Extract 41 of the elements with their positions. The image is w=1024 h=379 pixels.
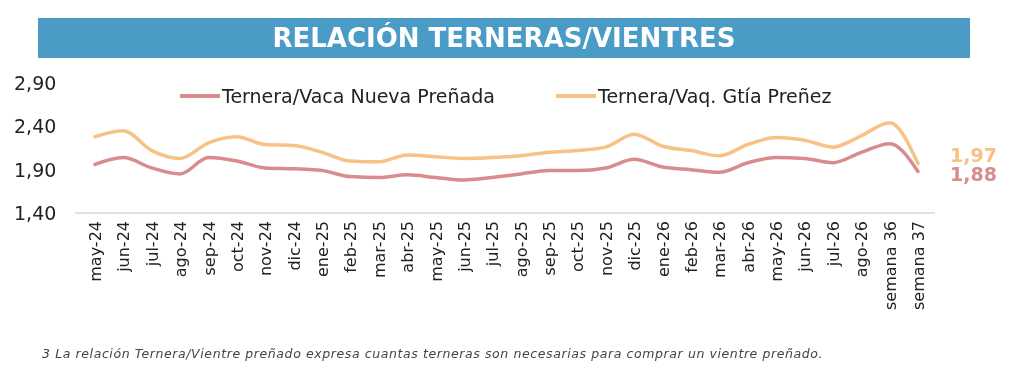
line-series — [93, 141, 920, 182]
x-tick-label: nov-24 — [256, 221, 276, 277]
y-tick-label: 1,40 — [14, 202, 57, 224]
x-tick-label: mar-26 — [710, 221, 730, 279]
x-tick-label: feb-25 — [341, 221, 361, 273]
x-tick-label: nov-25 — [596, 221, 616, 277]
x-tick-label: jun-26 — [795, 221, 815, 273]
x-tick-label: jul-26 — [823, 221, 843, 268]
x-tick-label: may-25 — [426, 221, 446, 282]
x-tick-label: abr-25 — [398, 221, 418, 273]
x-tick-label: oct-25 — [568, 221, 588, 272]
x-tick-label: semana 36 — [880, 221, 900, 310]
legend-label: Ternera/Vaq. Gtía Preñez — [597, 85, 832, 107]
x-tick-label: jul-24 — [142, 221, 162, 268]
y-tick-label: 1,90 — [14, 158, 57, 181]
x-tick-label: sep-25 — [540, 221, 560, 276]
legend-label: Ternera/Vaca Nueva Preñada — [221, 85, 495, 107]
x-tick-label: ago-26 — [852, 221, 872, 278]
x-tick-label: ene-25 — [313, 221, 333, 277]
x-tick-label: jul-25 — [483, 221, 503, 268]
x-tick-label: jun-24 — [114, 221, 134, 273]
x-tick-label: ago-25 — [511, 221, 531, 278]
x-tick-label: oct-24 — [227, 221, 247, 272]
y-tick-label: 2,40 — [14, 115, 57, 138]
x-tick-label: feb-26 — [681, 221, 701, 273]
data-label: 1,97 — [950, 143, 997, 166]
chart-title: RELACIÓN TERNERAS/VIENTRES — [272, 22, 736, 53]
y-tick-label: 2,90 — [14, 72, 57, 94]
x-tick-label: abr-26 — [738, 221, 758, 273]
x-tick-label: semana 37 — [909, 221, 928, 310]
x-tick-label: ene-26 — [653, 221, 673, 277]
x-tick-label: sep-24 — [199, 221, 219, 276]
x-tick-label: may-26 — [767, 221, 787, 282]
line-series — [93, 121, 920, 166]
x-tick-label: jun-25 — [454, 221, 474, 273]
x-tick-label: may-24 — [86, 221, 105, 282]
x-tick-label: mar-25 — [369, 221, 389, 279]
x-tick-label: dic-24 — [284, 221, 304, 271]
text: 3 La relación Ternera/Vientre preñado expresa cuantas terneras son necesarias para comprar un vientre preñado. — [42, 346, 824, 361]
x-tick-label: ago-24 — [171, 221, 191, 278]
x-tick-label: dic-25 — [625, 221, 645, 271]
